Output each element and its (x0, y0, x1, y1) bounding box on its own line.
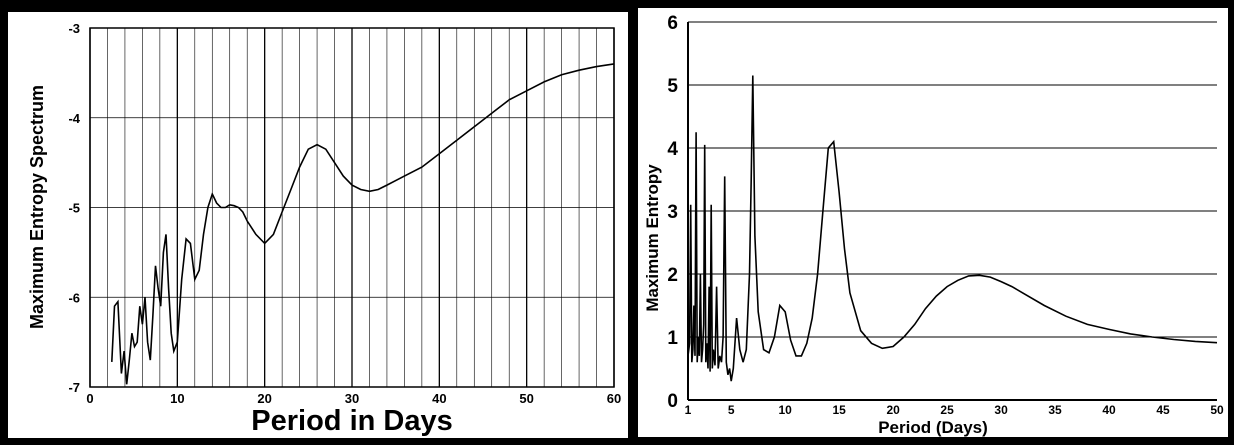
right-y-axis-label: Maximum Entropy (643, 164, 662, 312)
left-series-line (111, 63, 615, 385)
left-y-tick-label: -4 (68, 111, 80, 126)
right-y-tick-label: 5 (667, 76, 678, 97)
right-grid (688, 21, 1217, 338)
left-chart-panel: -7 -6 -5 -4 -3 0 10 20 30 40 50 60 Maximum Entropy … (8, 12, 628, 438)
left-y-tick-label: -6 (68, 290, 80, 305)
right-x-axis-label: Period (Days) (878, 418, 988, 437)
left-y-axis-label: Maximum Entropy Spectrum (27, 85, 47, 329)
right-x-tick-label: 35 (1048, 403, 1062, 417)
right-x-tick-label: 45 (1156, 403, 1170, 417)
entropy-spectrum-chart: -7 -6 -5 -4 -3 0 10 20 30 40 50 60 Maximum Entropy … (27, 21, 621, 437)
left-x-tick-label: 30 (345, 391, 359, 406)
left-x-axis-label: Period in Days (251, 405, 452, 437)
left-x-tick-label: 40 (432, 391, 446, 406)
left-x-tick-label: 0 (86, 391, 93, 406)
right-chart-panel: 0 1 2 3 4 5 6 1 5 10 15 20 25 30 35 40 45 50 Maximum Entr… (638, 8, 1228, 437)
left-x-tick-label: 20 (257, 391, 271, 406)
right-x-tick-label: 1 (685, 403, 692, 417)
right-x-tick-label: 40 (1102, 403, 1116, 417)
left-plot-frame (89, 27, 615, 388)
right-x-tick-label: 20 (886, 403, 900, 417)
right-x-tick-label: 50 (1210, 403, 1224, 417)
right-x-tick-label: 10 (778, 403, 792, 417)
right-x-tick-label: 5 (728, 403, 735, 417)
left-grid (89, 27, 615, 388)
right-series-line (687, 75, 1218, 382)
right-y-tick-label: 1 (667, 328, 678, 349)
right-y-tick-label: 6 (667, 13, 678, 34)
right-y-tick-label: 3 (667, 202, 678, 223)
right-x-tick-label: 30 (994, 403, 1008, 417)
left-y-tick-label: -3 (68, 21, 80, 36)
right-y-tick-label: 2 (667, 265, 678, 286)
right-x-tick-label: 15 (832, 403, 846, 417)
left-y-tick-label: -7 (68, 380, 80, 395)
left-x-tick-label: 60 (607, 391, 621, 406)
left-x-tick-label: 10 (170, 391, 184, 406)
left-x-tick-label: 50 (519, 391, 533, 406)
right-y-tick-label: 0 (667, 391, 678, 412)
right-x-tick-label: 25 (940, 403, 954, 417)
left-tick-labels: -7 -6 -5 -4 -3 0 10 20 30 40 50 60 (68, 21, 621, 406)
left-y-tick-label: -5 (68, 201, 80, 216)
right-y-tick-label: 4 (667, 139, 678, 160)
